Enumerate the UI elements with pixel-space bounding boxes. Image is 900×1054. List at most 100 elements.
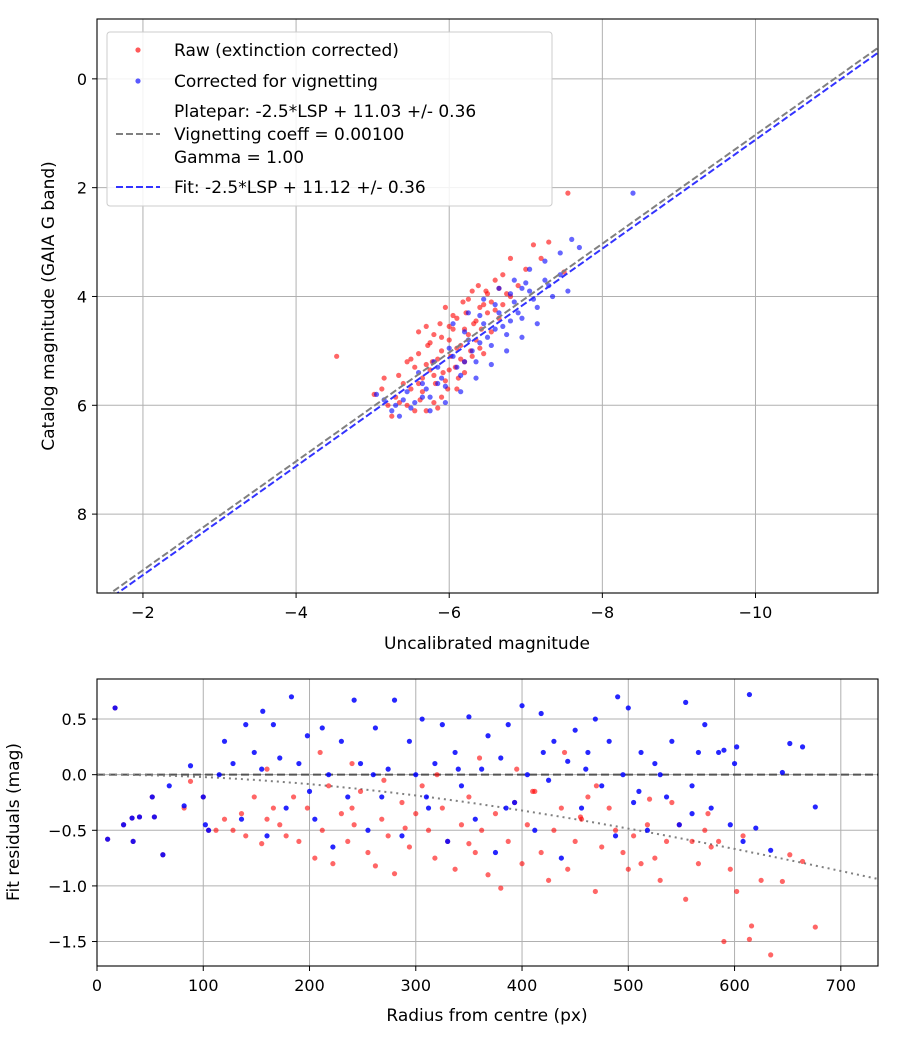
corrected-residual-point	[432, 760, 438, 767]
raw-point	[546, 239, 552, 245]
raw-point	[431, 399, 437, 406]
corrected-point	[557, 272, 563, 278]
corrected-residual-point	[583, 766, 589, 772]
raw-point	[408, 386, 414, 392]
corrected-point	[461, 329, 468, 335]
corrected-point	[481, 321, 487, 327]
corrected-point	[427, 408, 433, 414]
corrected-residual-point	[452, 749, 458, 756]
corrected-point	[477, 312, 483, 319]
corrected-point	[419, 394, 426, 400]
raw-residual-point	[644, 822, 651, 828]
raw-point	[419, 389, 426, 395]
raw-point	[385, 402, 391, 408]
top-plot-frame	[96, 18, 879, 594]
raw-point	[431, 372, 437, 378]
raw-point	[484, 291, 491, 297]
raw-residual-point	[538, 849, 544, 856]
corrected-point	[534, 321, 540, 327]
corrected-residual-point	[708, 805, 714, 811]
corrected-residual-point	[524, 772, 530, 778]
corrected-point	[458, 372, 464, 378]
corrected-residual-point	[379, 794, 385, 800]
corrected-residual-point	[565, 758, 571, 764]
raw-point	[465, 296, 471, 302]
bottom-x-tick-label: 100	[188, 976, 219, 995]
corrected-residual-point	[413, 772, 419, 778]
corrected-residual-point	[620, 772, 626, 778]
corrected-point	[400, 397, 406, 403]
corrected-point	[412, 399, 418, 406]
corrected-point	[473, 375, 479, 381]
corrected-point	[454, 364, 460, 370]
corrected-residual-point	[689, 783, 695, 789]
corrected-point	[492, 326, 498, 332]
top-x-tick-label: −8	[591, 603, 615, 622]
corrected-point	[569, 236, 575, 242]
corrected-point	[534, 304, 540, 310]
raw-residual-point	[439, 805, 445, 811]
raw-point	[419, 375, 426, 381]
corrected-point	[438, 375, 445, 381]
corrected-residual-point	[721, 747, 727, 753]
corrected-residual-point	[216, 772, 222, 778]
raw-point	[412, 408, 418, 414]
corrected-residual-point	[458, 783, 465, 789]
raw-point	[538, 255, 544, 261]
raw-point	[460, 299, 466, 305]
corrected-residual-point	[238, 816, 245, 822]
corrected-point	[469, 348, 475, 354]
corrected-residual-point	[505, 722, 511, 728]
raw-point	[507, 255, 514, 261]
raw-residual-point	[734, 888, 740, 895]
corrected-residual-point	[202, 822, 208, 828]
raw-residual-point	[466, 794, 472, 800]
corrected-point	[404, 389, 410, 395]
raw-point	[446, 367, 452, 373]
raw-point	[475, 282, 481, 289]
raw-point	[565, 190, 571, 196]
raw-point	[404, 402, 410, 408]
corrected-residual-point	[455, 766, 461, 772]
corrected-residual-point	[351, 697, 357, 703]
top-x-tick-label: −6	[437, 603, 461, 622]
raw-residual-point	[277, 822, 283, 828]
raw-residual-point	[187, 778, 194, 784]
raw-residual-point	[432, 855, 438, 861]
corrected-point	[515, 310, 521, 316]
corrected-residual-point	[716, 749, 722, 756]
corrected-point	[481, 296, 487, 302]
raw-point	[435, 405, 441, 411]
raw-residual-point	[565, 866, 571, 872]
raw-residual-point	[264, 816, 270, 822]
corrected-residual-point	[365, 827, 371, 833]
corrected-point	[549, 293, 556, 300]
corrected-point	[519, 285, 525, 291]
raw-residual-point	[283, 833, 289, 839]
raw-point	[438, 334, 445, 340]
raw-residual-point	[721, 938, 727, 945]
corrected-residual-point	[572, 727, 578, 733]
corrected-residual-point	[479, 766, 485, 772]
corrected-residual-point	[503, 805, 509, 811]
raw-point	[396, 399, 403, 406]
raw-residual-point	[221, 816, 228, 822]
corrected-residual-point	[277, 755, 283, 761]
raw-point	[523, 266, 529, 272]
raw-point	[492, 307, 498, 313]
raw-point	[435, 356, 441, 362]
top-x-axis-label: Uncalibrated magnitude	[384, 634, 590, 654]
corrected-residual-point	[345, 794, 351, 800]
corrected-residual-point	[731, 760, 738, 767]
raw-residual-point	[740, 833, 746, 839]
corrected-residual-point	[663, 794, 670, 800]
corrected-point	[527, 266, 533, 272]
corrected-residual-point	[669, 738, 675, 744]
raw-residual-point	[625, 866, 631, 872]
corrected-point	[423, 386, 429, 392]
raw-point	[492, 277, 498, 283]
corrected-point	[446, 345, 452, 351]
legend-platepar-label-3: Gamma = 1.00	[174, 148, 304, 168]
raw-residual-point	[514, 766, 520, 772]
